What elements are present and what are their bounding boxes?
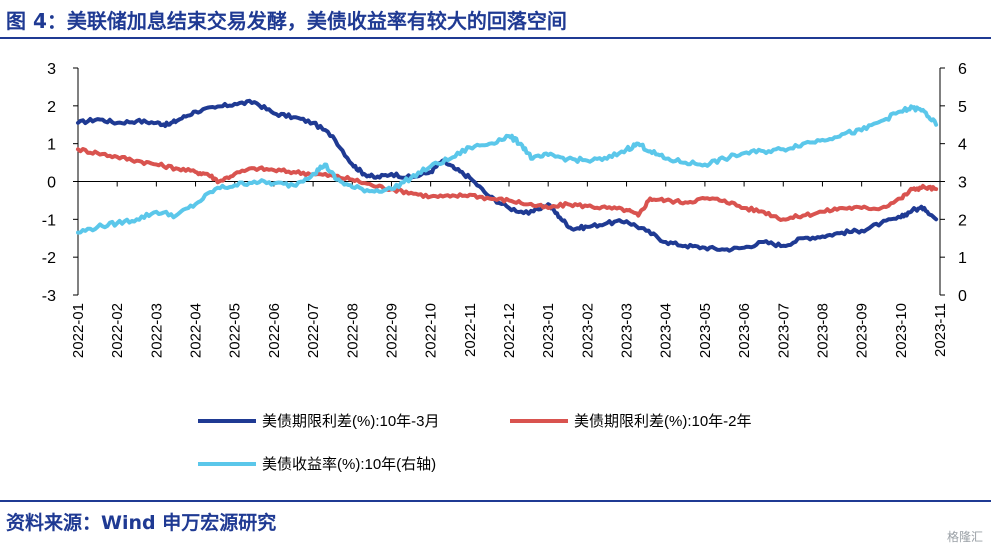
- x-tick-label: 2022-07: [305, 303, 322, 358]
- right-tick-label: 4: [958, 137, 967, 154]
- legend-item-10y-3m: 美债期限利差(%):10年-3月: [198, 410, 440, 431]
- right-tick-label: 2: [958, 212, 967, 229]
- x-tick-label: 2023-09: [854, 303, 871, 358]
- x-tick-label: 2022-05: [227, 303, 244, 358]
- legend-item-10y-yield: 美债收益率(%):10年(右轴): [198, 453, 436, 474]
- x-tick-label: 2022-02: [109, 303, 126, 358]
- legend-label: 美债期限利差(%):10年-3月: [262, 413, 440, 430]
- x-tick-label: 2022-03: [148, 303, 165, 358]
- right-tick-label: 0: [958, 288, 967, 305]
- source-note: 资料来源：Wind 申万宏源研究: [6, 512, 277, 534]
- x-tick-label: 2022-01: [70, 303, 87, 358]
- x-tick-label: 2023-05: [697, 303, 714, 358]
- legend-label: 美债收益率(%):10年(右轴): [262, 456, 437, 473]
- series-line-2: [76, 104, 939, 235]
- line-chart: 3 2 1 0 -1 -2 -3 6 5 4 3 2 1 0 2022-01 2022-02 2022-03 20…: [42, 61, 967, 358]
- x-tick-label: 2022-09: [383, 303, 400, 358]
- x-tick-label: 2022-06: [266, 303, 283, 358]
- right-tick-label: 6: [958, 61, 967, 78]
- x-tick-label: 2022-08: [344, 303, 361, 358]
- footer-divider: [0, 500, 991, 502]
- left-tick-label: -3: [42, 288, 56, 305]
- x-tick-label: 2023-01: [540, 303, 557, 358]
- x-tick-label: 2023-03: [619, 303, 636, 358]
- legend-swatch: [510, 418, 568, 423]
- figure-title: 图 4：美联储加息结束交易发酵，美债收益率有较大的回落空间: [6, 9, 567, 33]
- x-tick-label: 2023-11: [932, 303, 949, 357]
- x-tick-label: 2022-04: [188, 303, 205, 358]
- x-tick-label: 2023-08: [814, 303, 831, 358]
- left-tick-label: 0: [47, 175, 56, 192]
- title-divider: [0, 37, 991, 39]
- legend-swatch: [198, 461, 256, 466]
- x-tick-label: 2023-04: [658, 303, 675, 358]
- legend-swatch: [198, 418, 256, 423]
- right-tick-label: 1: [958, 250, 967, 267]
- x-tick-label: 2023-02: [579, 303, 596, 358]
- left-tick-label: 3: [47, 61, 56, 78]
- left-tick-label: 1: [47, 137, 56, 154]
- legend-label: 美债期限利差(%):10年-2年: [574, 413, 752, 430]
- x-tick-label: 2023-06: [736, 303, 753, 358]
- x-tick-label: 2023-07: [775, 303, 792, 358]
- legend-item-10y-2y: 美债期限利差(%):10年-2年: [510, 410, 752, 431]
- figure-header: 图 4：美联储加息结束交易发酵，美债收益率有较大的回落空间: [0, 0, 991, 39]
- left-tick-label: 2: [47, 99, 56, 116]
- x-tick-label: 2022-10: [423, 303, 440, 358]
- left-tick-label: -1: [42, 212, 56, 229]
- watermark-logo: 格隆汇: [946, 530, 983, 544]
- x-tick-label: 2022-12: [501, 303, 518, 358]
- x-tick-label: 2023-10: [893, 303, 910, 358]
- right-tick-label: 3: [958, 175, 967, 192]
- right-tick-label: 5: [958, 99, 967, 116]
- x-tick-label: 2022-11: [462, 303, 479, 357]
- series-line-1: [76, 147, 939, 222]
- series-line-0: [76, 98, 939, 253]
- left-tick-label: -2: [42, 250, 56, 267]
